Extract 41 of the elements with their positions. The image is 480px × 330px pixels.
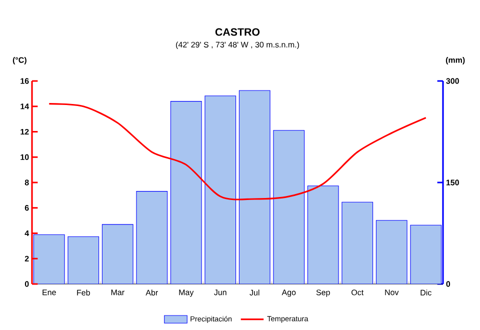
bar [342,202,374,284]
bar [204,96,236,284]
bar [410,224,442,284]
y2-tick-label: 150 [446,180,459,186]
x-tick-label: May [179,290,194,297]
y-tick-label: 2 [24,256,29,262]
x-tick-label: Ene [42,290,56,296]
bar [102,224,134,284]
x-tick-label: Oct [352,290,364,296]
y2-axis-title: (mm) [446,56,465,64]
chart-title: CASTRO [215,28,260,36]
x-tick-label: Mar [111,290,124,296]
y-axis-title: (°C) [12,56,26,64]
bar [376,220,408,284]
x-tick-label: Abr [146,290,158,296]
y-tick-label: 16 [20,78,29,84]
y-tick-label: 12 [20,128,29,135]
y-tick-label: 0 [24,281,29,287]
x-tick-label: Nov [385,290,399,296]
bar [68,236,100,284]
y2-tick-label: 0 [446,281,450,287]
x-tick-label: Dic [420,290,432,296]
x-tick-label: Jul [250,290,260,296]
bar [170,101,202,284]
y-tick-label: 14 [20,104,30,110]
y-tick-label: 6 [24,205,29,211]
chart-subtitle: (42' 29' S , 73' 48' W , 30 m.s.n.m.) [176,42,299,50]
x-tick-label: Ago [282,290,296,297]
x-tick-label: Feb [77,290,90,296]
x-tick-label: Jun [214,290,226,296]
line-series [48,103,427,200]
y-tick-label: 10 [20,154,29,160]
x-tick-label: Sep [316,290,330,297]
bar [33,234,65,284]
y2-tick-label: 300 [446,78,459,84]
bar [136,191,168,284]
bar [238,90,270,284]
y-tick-label: 8 [24,180,29,186]
bar [307,186,339,284]
bar [273,130,305,284]
y-tick-label: 4 [24,230,30,236]
